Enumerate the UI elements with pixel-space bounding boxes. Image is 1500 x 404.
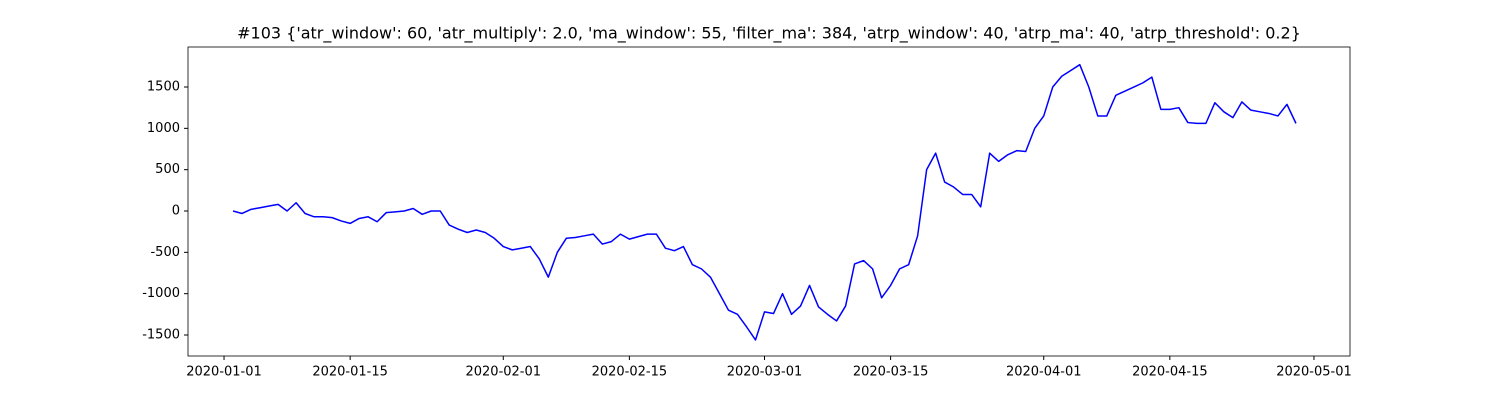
y-tick-label: 500	[155, 162, 180, 177]
y-tick-label: -500	[150, 245, 180, 260]
y-tick-label: 1000	[147, 121, 180, 136]
x-tick-label: 2020-05-01	[1276, 365, 1352, 380]
line-series	[232, 63, 1297, 341]
x-tick-label: 2020-02-01	[465, 365, 541, 380]
x-tick-label: 2020-01-15	[312, 365, 388, 380]
y-tick-label: 1500	[147, 80, 180, 95]
y-tick-label: -1500	[142, 328, 180, 343]
y-tick-label: 0	[172, 204, 180, 219]
y-tick-label: -1000	[142, 286, 180, 301]
x-tick-label: 2020-03-01	[727, 365, 803, 380]
x-tick-label: 2020-03-15	[853, 365, 929, 380]
x-tick-label: 2020-04-15	[1132, 365, 1208, 380]
x-tick-label: 2020-02-15	[592, 365, 668, 380]
plot-frame	[187, 46, 1351, 357]
chart-title: #103 {'atr_window': 60, 'atr_multiply': …	[237, 24, 1301, 44]
x-tick-label: 2020-01-01	[186, 365, 262, 380]
x-tick-label: 2020-04-01	[1006, 365, 1082, 380]
